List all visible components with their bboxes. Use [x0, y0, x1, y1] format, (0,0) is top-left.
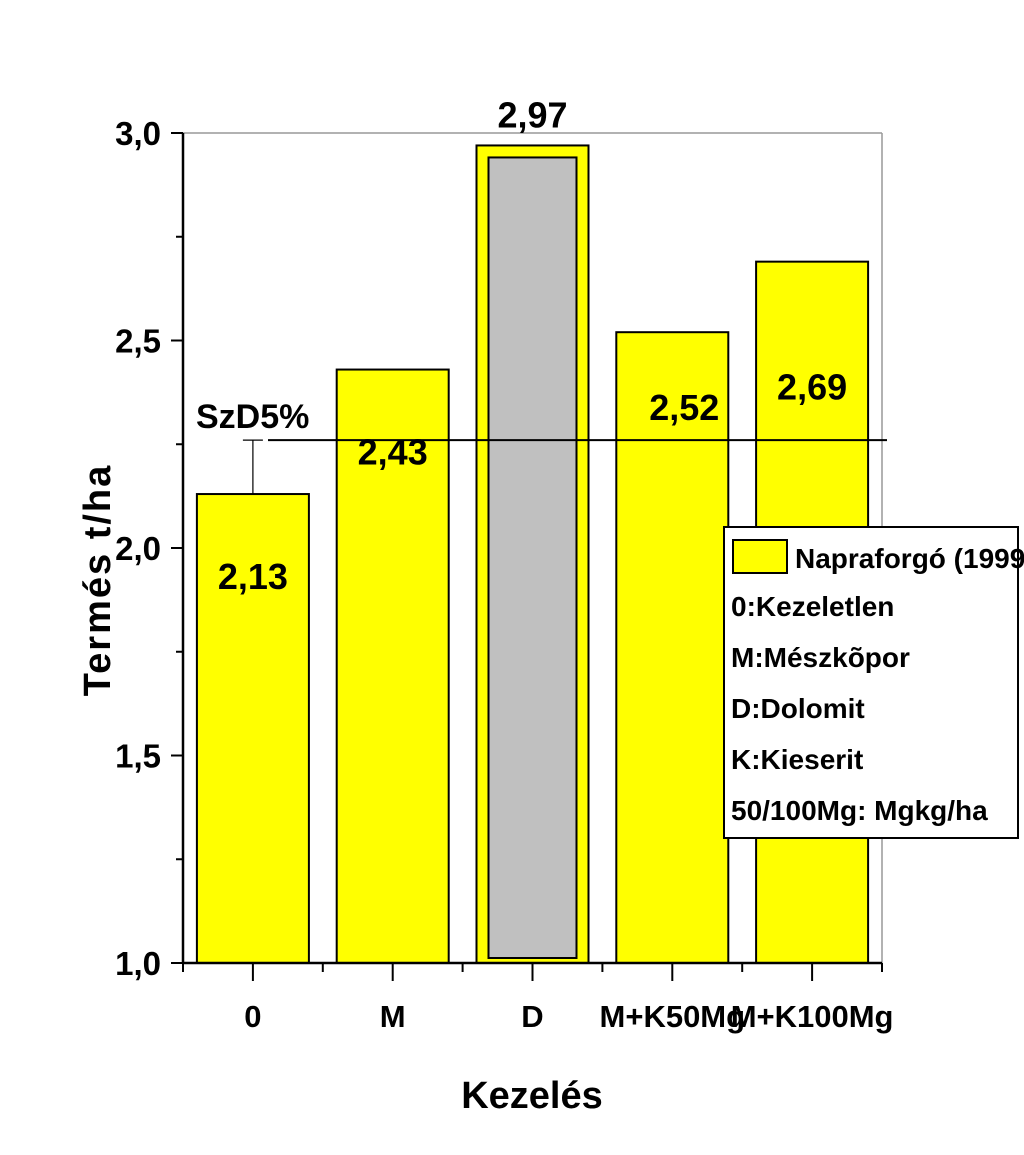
legend-series-name: Napraforgó (1999) — [795, 543, 1024, 574]
x-axis-title: Kezelés — [461, 1075, 603, 1117]
data-label-0: 2,13 — [218, 556, 288, 597]
data-label-M+K100Mg: 2,69 — [777, 367, 847, 408]
legend-swatch — [732, 539, 788, 574]
bar-M+K50Mg — [615, 331, 730, 964]
bar-inner-D — [487, 156, 578, 959]
y-tick-label: 2,5 — [115, 323, 161, 360]
legend-note: K:Kieserit — [731, 744, 863, 775]
bar-0 — [195, 493, 310, 964]
legend-note: D:Dolomit — [731, 693, 865, 724]
y-tick-label: 3,0 — [115, 115, 161, 152]
legend-box — [723, 526, 1019, 839]
x-tick-label: M+K50Mg — [600, 999, 746, 1034]
data-label-D: 2,97 — [497, 94, 567, 135]
x-tick-label: D — [521, 999, 543, 1034]
sd-label: SzD5% — [196, 398, 309, 436]
data-label-M: 2,43 — [358, 432, 428, 473]
x-tick-label: 0 — [244, 999, 261, 1034]
legend-note: 0:Kezeletlen — [731, 591, 894, 622]
y-tick-label: 2,0 — [115, 530, 161, 567]
y-axis-title: Termés t/ha — [77, 464, 119, 696]
legend-note: M:Mészkõpor — [731, 642, 910, 673]
data-label-M+K50Mg: 2,52 — [649, 387, 719, 428]
x-tick-label: M — [380, 999, 406, 1034]
legend-note: 50/100Mg: Mgkg/ha — [731, 795, 988, 826]
x-tick-label: M+K100Mg — [731, 999, 894, 1034]
bar-M — [335, 368, 450, 964]
y-tick-label: 1,0 — [115, 945, 161, 982]
y-tick-label: 1,5 — [115, 738, 161, 775]
